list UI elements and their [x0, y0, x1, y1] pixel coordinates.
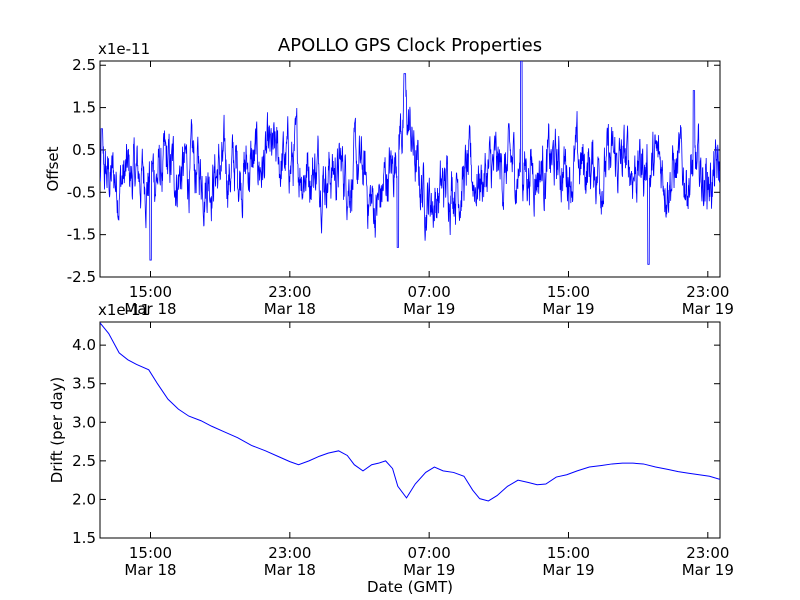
- drift-y-axis-label: Drift (per day): [48, 377, 66, 484]
- x-tick-label: 23:00: [686, 283, 729, 301]
- y-tick-label: 1.5: [72, 529, 96, 547]
- x-tick-sublabel: Mar 18: [264, 300, 316, 318]
- x-tick-sublabel: Mar 19: [542, 300, 594, 318]
- offset-panel: x1e-11 Offset 2.5 1.5 0.5 -0.5 -1.5 -2.5 15:0…: [44, 40, 734, 318]
- y-tick-label: 2.5: [72, 56, 96, 74]
- x-tick-sublabel: Mar 18: [124, 561, 176, 579]
- drift-panel: x1e-11 Drift (per day) 4.0 3.5 3.0 2.5 2.0 1.…: [48, 301, 734, 579]
- x-tick-label: 23:00: [268, 283, 311, 301]
- x-tick-sublabel: Mar 18: [264, 561, 316, 579]
- offset-series: [100, 61, 720, 265]
- x-tick-label: 23:00: [686, 544, 729, 562]
- drift-scale-label: x1e-11: [98, 301, 150, 319]
- drift-plot-frame: [99, 321, 721, 539]
- y-tick-label: -2.5: [67, 268, 96, 286]
- y-tick-label: 2.5: [72, 452, 96, 470]
- x-tick-sublabel: Mar 19: [542, 561, 594, 579]
- chart-title: APOLLO GPS Clock Properties: [278, 35, 542, 56]
- offset-plot-frame: [99, 60, 721, 278]
- x-tick-sublabel: Mar 19: [403, 300, 455, 318]
- offset-y-ticks: 2.5 1.5 0.5 -0.5 -1.5 -2.5: [67, 56, 720, 286]
- x-tick-label: 15:00: [547, 283, 590, 301]
- y-tick-label: 2.0: [72, 490, 96, 508]
- x-tick-sublabel: Mar 19: [403, 561, 455, 579]
- y-tick-label: -0.5: [67, 183, 96, 201]
- x-tick-sublabel: Mar 19: [682, 300, 734, 318]
- y-tick-label: 4.0: [72, 336, 96, 354]
- y-tick-label: 3.0: [72, 413, 96, 431]
- x-tick-label: 15:00: [129, 544, 172, 562]
- y-tick-label: 3.5: [72, 375, 96, 393]
- drift-y-ticks: 4.0 3.5 3.0 2.5 2.0 1.5: [72, 336, 720, 547]
- y-tick-label: -1.5: [67, 226, 96, 244]
- x-tick-label: 23:00: [268, 544, 311, 562]
- x-tick-label: 07:00: [408, 283, 451, 301]
- x-tick-label: 15:00: [129, 283, 172, 301]
- offset-scale-label: x1e-11: [98, 40, 150, 58]
- x-axis-label: Date (GMT): [367, 578, 453, 596]
- drift-line: [100, 322, 720, 502]
- offset-y-axis-label: Offset: [44, 146, 62, 191]
- x-tick-sublabel: Mar 19: [682, 561, 734, 579]
- x-tick-sublabel: Mar 18: [124, 300, 176, 318]
- offset-line: [100, 61, 720, 265]
- y-tick-label: 0.5: [72, 141, 96, 159]
- x-tick-label: 07:00: [408, 544, 451, 562]
- y-tick-label: 1.5: [72, 99, 96, 117]
- x-tick-label: 15:00: [547, 544, 590, 562]
- drift-series: [100, 322, 720, 502]
